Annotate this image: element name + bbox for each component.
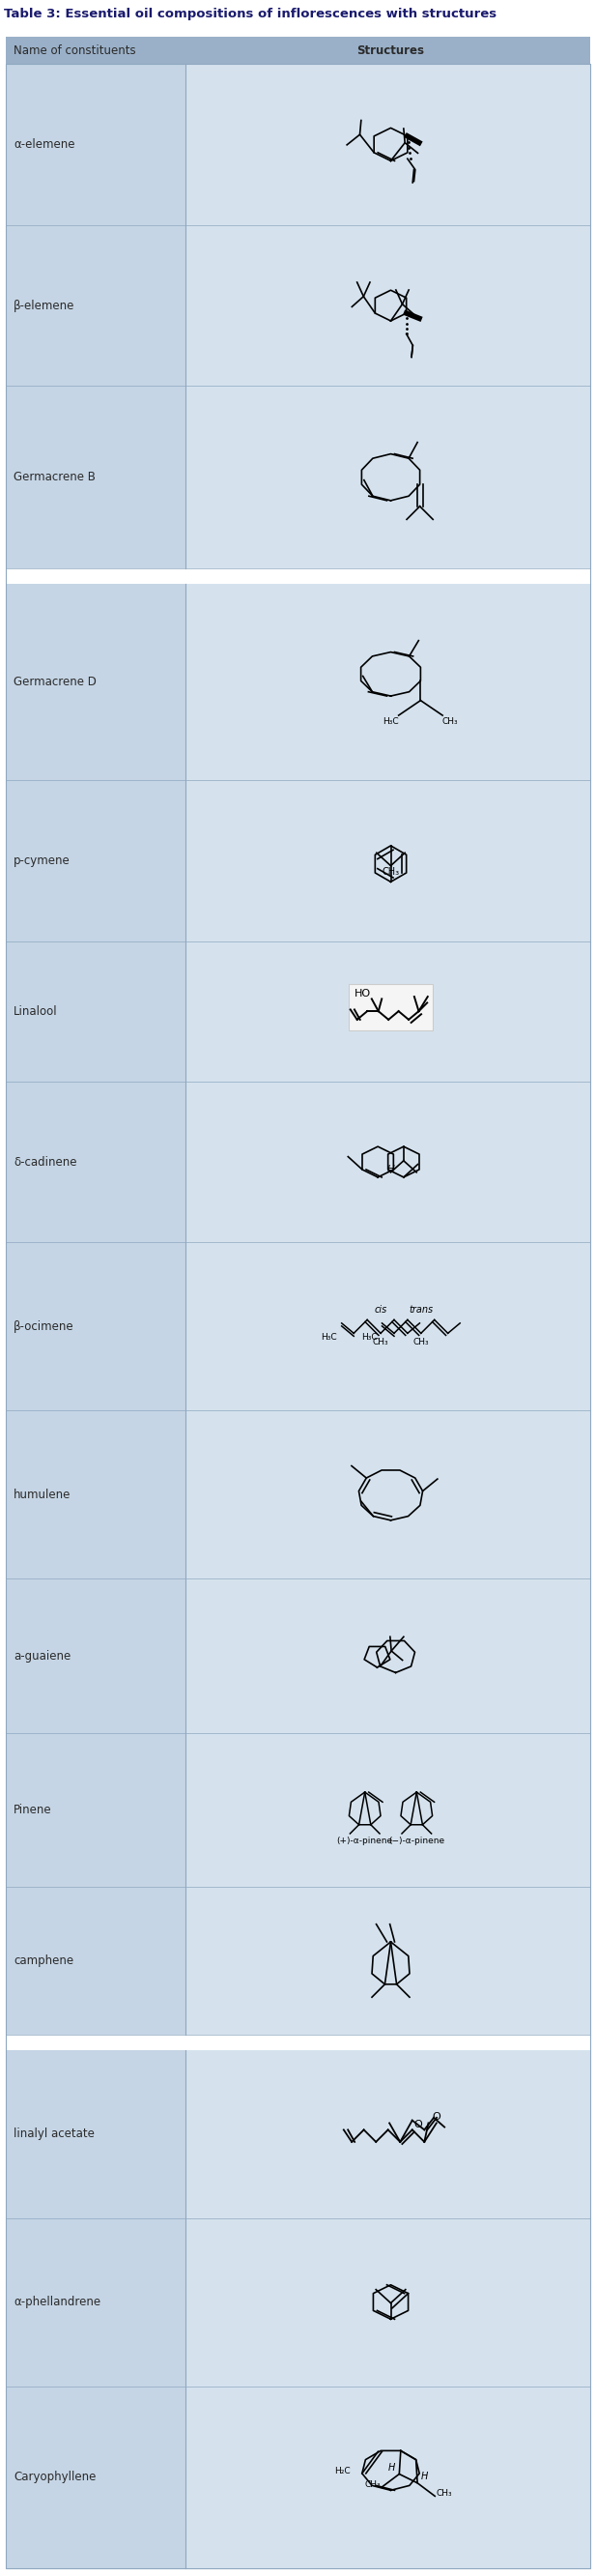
Text: H₃C: H₃C xyxy=(383,716,399,726)
Text: HO: HO xyxy=(355,989,371,999)
Text: Germacrene B: Germacrene B xyxy=(14,471,95,484)
Text: H: H xyxy=(387,1164,395,1175)
Bar xyxy=(349,984,433,1030)
Text: O: O xyxy=(432,2112,440,2123)
Text: Table 3: Essential oil compositions of inflorescences with structures: Table 3: Essential oil compositions of i… xyxy=(4,8,496,21)
Text: humulene: humulene xyxy=(14,1489,71,1502)
Bar xyxy=(6,36,590,64)
Bar xyxy=(6,585,590,2035)
Text: Structures: Structures xyxy=(357,44,424,57)
Bar xyxy=(6,2050,590,2568)
Text: δ-cadinene: δ-cadinene xyxy=(14,1157,77,1167)
Text: β-ocimene: β-ocimene xyxy=(14,1321,74,1332)
Bar xyxy=(185,64,590,569)
Text: trans: trans xyxy=(409,1306,433,1314)
Text: H: H xyxy=(421,2473,429,2481)
Text: H₃C: H₃C xyxy=(361,1332,377,1342)
Text: (+)-α-pinene: (+)-α-pinene xyxy=(337,1837,393,1844)
Text: CH₃: CH₃ xyxy=(442,716,458,726)
Text: Caryophyllene: Caryophyllene xyxy=(14,2470,96,2483)
Text: Germacrene D: Germacrene D xyxy=(14,675,97,688)
Text: CH₃: CH₃ xyxy=(364,2481,380,2488)
Text: H: H xyxy=(389,2463,396,2473)
Text: Pinene: Pinene xyxy=(14,1803,52,1816)
Text: camphene: camphene xyxy=(14,1955,73,1968)
Bar xyxy=(6,64,590,569)
Text: H₂C: H₂C xyxy=(334,2468,350,2476)
Text: CH₃: CH₃ xyxy=(413,1337,429,1347)
Text: linalyl acetate: linalyl acetate xyxy=(14,2128,95,2141)
Text: CH₃: CH₃ xyxy=(436,2488,452,2499)
Text: Name of constituents: Name of constituents xyxy=(14,44,136,57)
Text: cis: cis xyxy=(374,1306,387,1314)
Text: CH₃: CH₃ xyxy=(382,868,399,876)
Text: (−)-α-pinene: (−)-α-pinene xyxy=(389,1837,445,1844)
Text: α-elemene: α-elemene xyxy=(14,139,75,149)
Text: Linalool: Linalool xyxy=(14,1005,58,1018)
Bar xyxy=(185,585,590,2035)
Text: β-elemene: β-elemene xyxy=(14,299,74,312)
Text: CH₃: CH₃ xyxy=(372,1337,389,1347)
Bar xyxy=(185,2050,590,2568)
Text: p-cymene: p-cymene xyxy=(14,855,70,868)
Text: α-phellandrene: α-phellandrene xyxy=(14,2295,101,2308)
Text: O: O xyxy=(414,2120,423,2130)
Text: a-guaiene: a-guaiene xyxy=(14,1649,71,1662)
Text: H₃C: H₃C xyxy=(321,1332,337,1342)
